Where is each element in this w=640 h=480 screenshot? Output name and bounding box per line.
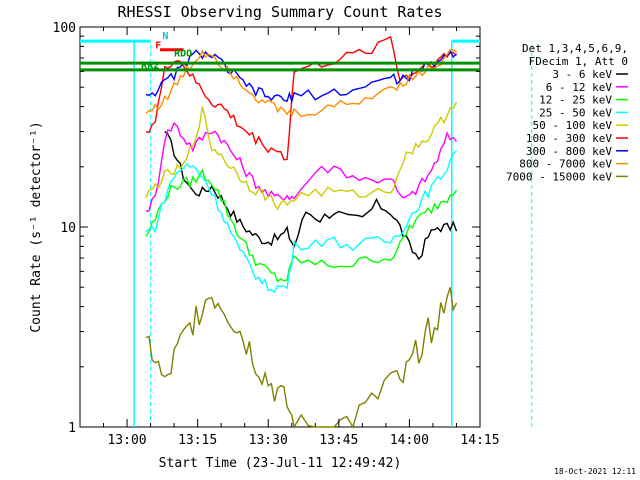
legend-label: 6 - 12 keV xyxy=(546,81,613,94)
x-tick-label: 14:15 xyxy=(460,433,499,448)
x-axis-label: Start Time (23-Jul-11 12:49:42) xyxy=(159,456,402,471)
y-tick-label: 1 xyxy=(68,421,76,436)
series-line xyxy=(145,101,458,211)
x-tick-label: 13:00 xyxy=(107,433,146,448)
x-tick-label: 13:15 xyxy=(178,433,217,448)
series-line xyxy=(145,168,458,283)
legend-label: 3 - 6 keV xyxy=(552,68,612,81)
series-line xyxy=(145,150,457,294)
series-lines xyxy=(145,35,458,429)
axis-ticks: 13:00 13:15 13:30 13:45 14:00 14:15 1 10 100 xyxy=(53,21,500,448)
series-line xyxy=(145,287,458,429)
flag-label: F xyxy=(155,41,161,52)
legend-label: 12 - 25 keV xyxy=(539,94,612,107)
legend-header-line-1: Det 1,3,4,5,6,9, xyxy=(522,42,628,55)
x-tick-label: 13:30 xyxy=(249,433,288,448)
chart-title: RHESSI Observing Summary Count Rates xyxy=(117,3,442,21)
legend-label: 25 - 50 keV xyxy=(539,106,612,119)
legend-label: 7000 - 15000 keV xyxy=(506,170,612,183)
legend-header-line-2: FDecim 1, Att 0 xyxy=(529,55,628,68)
series-line xyxy=(145,35,457,161)
legend-label: 800 - 7000 keV xyxy=(519,158,612,171)
legend-label: 300 - 800 keV xyxy=(526,145,612,158)
series-line xyxy=(164,131,458,261)
flag-label: N xyxy=(162,31,168,42)
y-axis-label: Count Rate (s⁻¹ detector⁻¹) xyxy=(29,121,44,332)
plot-frame xyxy=(79,26,481,428)
footer-timestamp: 18-Oct-2021 12:11 xyxy=(554,467,636,476)
flag-label: RDO xyxy=(174,49,192,60)
y-tick-label: 10 xyxy=(60,221,76,236)
legend-label: 100 - 300 keV xyxy=(526,132,612,145)
legend: Det 1,3,4,5,6,9, FDecim 1, Att 0 3 - 6 k… xyxy=(506,42,628,183)
legend-label: 50 - 100 keV xyxy=(533,119,613,132)
series-line xyxy=(145,121,458,212)
series-line xyxy=(145,48,457,118)
x-tick-label: 13:45 xyxy=(319,433,358,448)
x-tick-label: 14:00 xyxy=(390,433,429,448)
y-tick-label: 100 xyxy=(53,21,76,36)
time-markers xyxy=(80,39,533,427)
flag-label: RR2 xyxy=(141,61,159,72)
flag-bars: F RDO N RR2 xyxy=(80,31,480,72)
